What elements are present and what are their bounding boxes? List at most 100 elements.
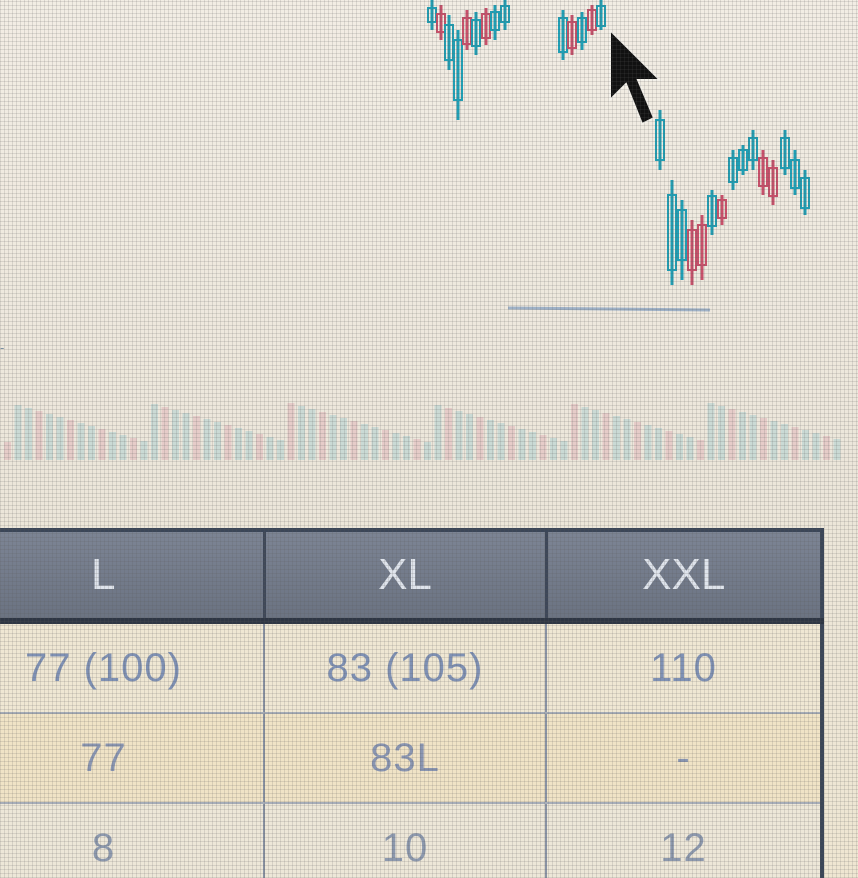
volume-bar [88, 426, 95, 460]
volume-bar [592, 410, 599, 460]
volume-bar [161, 407, 169, 460]
size-table: L XL XXL 77 (100) 83 (105) 110 77 83L - … [0, 528, 824, 878]
table-cell: 77 (100) [0, 621, 265, 714]
volume-bar [602, 413, 610, 460]
candle-body [707, 195, 717, 227]
volume-bar [119, 435, 127, 460]
table-header-row: L XL XXL [0, 530, 822, 624]
volume-bar [686, 437, 694, 460]
volume-bar [245, 431, 253, 460]
volume-bar [550, 438, 557, 460]
volume-bar [266, 437, 274, 460]
table-cell: 83 (105) [264, 621, 547, 714]
volume-bar [739, 412, 746, 460]
volume-bar [382, 430, 389, 460]
volume-bar [235, 428, 242, 460]
candle-body [667, 194, 677, 271]
volume-bar [77, 423, 85, 460]
table-cell: 10 [264, 803, 547, 878]
volume-bar [445, 408, 452, 460]
volume-bar [749, 415, 757, 460]
table-cell: 12 [546, 803, 822, 878]
candle-body [717, 199, 727, 219]
volume-bar [25, 408, 32, 460]
volume-bar [529, 432, 536, 460]
candle-body [500, 5, 510, 23]
candle-body [577, 17, 587, 43]
volume-bar [56, 417, 64, 460]
candle-body [728, 157, 738, 183]
volume-bar [214, 422, 221, 460]
volume-bar [571, 404, 578, 460]
volume-bar [224, 425, 232, 460]
volume-bar [14, 405, 22, 460]
table-cell: 110 [546, 621, 822, 714]
table-cell: 77 [0, 713, 265, 804]
candle-body [697, 224, 707, 266]
axis-tick-label: - [0, 340, 5, 355]
volume-bar [665, 431, 673, 460]
candle-body [758, 157, 768, 187]
volume-bar [539, 435, 547, 460]
volume-bar [350, 421, 358, 460]
candle-body [596, 5, 606, 27]
volume-bar [455, 411, 463, 460]
volume-bar [791, 427, 799, 460]
volume-bar [823, 436, 830, 460]
volume-bar [308, 409, 316, 460]
volume-bar [413, 439, 421, 460]
volume-bar [718, 406, 725, 460]
volume-bar [319, 412, 326, 460]
volume-bar [760, 418, 767, 460]
volume-bar [340, 418, 347, 460]
volume-bar [487, 420, 494, 460]
candle-body [490, 11, 500, 31]
candle-body [687, 229, 697, 271]
volume-bar [466, 414, 473, 460]
table-cell: 83L [264, 713, 547, 804]
volume-bar [193, 416, 200, 460]
volume-bar [676, 434, 683, 460]
volume-bar [728, 409, 736, 460]
volume-bar [172, 410, 179, 460]
volume-bar [151, 404, 158, 460]
volume-bar [812, 433, 820, 460]
volume-bar [140, 441, 148, 460]
volume-bar [434, 405, 442, 460]
volume-bar [644, 425, 652, 460]
volume-bar [67, 420, 74, 460]
volume-bar [802, 430, 809, 460]
volume-bar [581, 407, 589, 460]
header-xl: XL [264, 530, 548, 624]
volume-bar [697, 440, 704, 460]
table-row: 8 10 12 [0, 803, 822, 878]
table-row: 77 83L - [0, 713, 822, 804]
table-row: 77 (100) 83 (105) 110 [0, 621, 822, 714]
candle-body [768, 167, 778, 197]
volume-bar [182, 413, 190, 460]
volume-bar [497, 423, 505, 460]
candle-body [800, 177, 810, 209]
header-xxl: XXL [546, 530, 822, 624]
candle-body [453, 39, 463, 101]
volume-bar [130, 438, 137, 460]
volume-bar [623, 419, 631, 460]
volume-bar [371, 427, 379, 460]
volume-bar [476, 417, 484, 460]
table-cell: 8 [0, 803, 265, 878]
volume-bar [403, 436, 410, 460]
volume-bar [613, 416, 620, 460]
price-chart [427, 0, 810, 312]
volume-bar [287, 403, 295, 460]
volume-bar [560, 441, 568, 460]
candle-body [655, 119, 665, 161]
volume-bar [770, 421, 778, 460]
volume-bar [109, 432, 116, 460]
volume-bar [508, 426, 515, 460]
volume-bar [781, 424, 788, 460]
volume-bar [655, 428, 662, 460]
volume-bar [833, 439, 841, 460]
candle-body [567, 21, 577, 49]
mouse-pointer-icon [609, 28, 663, 126]
volume-bar [256, 434, 263, 460]
